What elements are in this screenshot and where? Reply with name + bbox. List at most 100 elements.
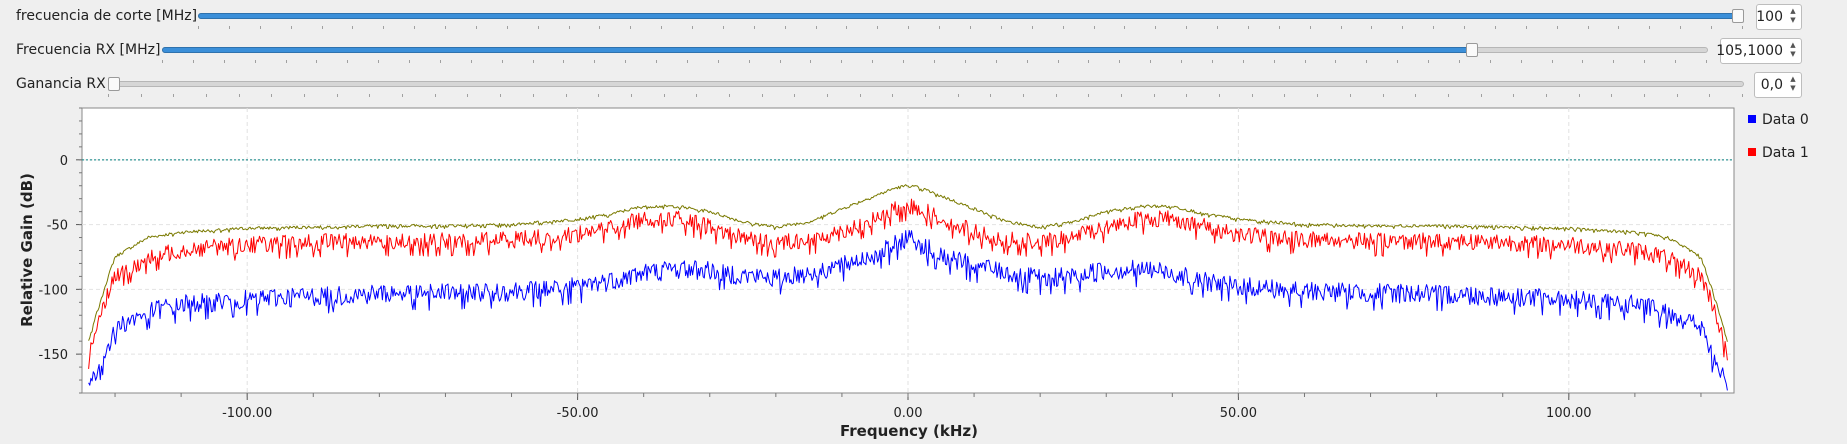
slider-tick xyxy=(1284,94,1285,97)
rx-frequency-slider[interactable] xyxy=(162,43,1708,63)
slider-tick xyxy=(877,26,878,29)
slider-tick xyxy=(1252,94,1253,97)
spin-arrows-icon[interactable]: ▲ ▼ xyxy=(1790,75,1796,92)
spin-arrows-icon[interactable]: ▲ ▼ xyxy=(1790,7,1796,24)
slider-tick xyxy=(1557,26,1558,29)
rx-frequency-spinbox[interactable]: 105,1000 ▲ ▼ xyxy=(1716,38,1802,64)
slider-tick xyxy=(316,60,317,63)
slider-tick xyxy=(476,26,477,29)
rx-gain-slider[interactable] xyxy=(108,77,1744,97)
slider-tick xyxy=(1428,60,1429,63)
slider-tick xyxy=(1481,94,1482,97)
slider-tick xyxy=(1219,94,1220,97)
slider-tick xyxy=(794,94,795,97)
slider-tick xyxy=(1217,26,1218,29)
legend-item-data-0[interactable]: Data 0 xyxy=(1748,112,1809,145)
slider-tick xyxy=(1279,26,1280,29)
slider-tick xyxy=(939,26,940,29)
slider-tick xyxy=(291,26,292,29)
slider-tick xyxy=(656,60,657,63)
slider-tick xyxy=(860,94,861,97)
slider-tick xyxy=(533,94,534,97)
legend-item-data-1[interactable]: Data 1 xyxy=(1748,145,1809,178)
slider-tick xyxy=(1186,94,1187,97)
cutoff-slider[interactable] xyxy=(198,9,1744,29)
slider-tick xyxy=(1154,94,1155,97)
control-row-rx-gain: Ganancia RX 0,0 ▲ ▼ xyxy=(0,68,1847,102)
slider-tick xyxy=(754,26,755,29)
slider-ticks xyxy=(108,92,1744,98)
cutoff-spinbox[interactable]: 100 ▲ ▼ xyxy=(1756,4,1802,30)
slider-tick xyxy=(1119,60,1120,63)
slider-tick xyxy=(692,26,693,29)
spin-arrows-icon[interactable]: ▲ ▼ xyxy=(1790,41,1796,58)
y-tick-label: -150 xyxy=(38,348,68,363)
slider-tick xyxy=(664,94,665,97)
slider-tick xyxy=(696,94,697,97)
slider-tick xyxy=(206,94,207,97)
slider-tick xyxy=(1366,60,1367,63)
slider-tick xyxy=(1579,94,1580,97)
slider-tick xyxy=(1088,94,1089,97)
slider-tick xyxy=(409,60,410,63)
slider-tick xyxy=(1350,94,1351,97)
slider-tick xyxy=(507,26,508,29)
slider-handle[interactable] xyxy=(1732,9,1744,23)
slider-tick xyxy=(1495,26,1496,29)
slider-tick xyxy=(1181,60,1182,63)
x-tick-label: -100.00 xyxy=(222,406,272,421)
legend: Data 0 Data 1 xyxy=(1748,112,1809,178)
slider-tick xyxy=(193,60,194,63)
rx-gain-value: 0,0 xyxy=(1760,77,1783,93)
slider-tick xyxy=(566,94,567,97)
slider-tick xyxy=(827,94,828,97)
slider-tick xyxy=(533,60,534,63)
slider-tick xyxy=(500,94,501,97)
cutoff-value: 100 xyxy=(1756,9,1783,25)
slider-tick xyxy=(445,26,446,29)
slider-tick xyxy=(599,26,600,29)
slider-tick xyxy=(934,60,935,63)
slider-tick xyxy=(958,94,959,97)
slider-handle[interactable] xyxy=(108,77,120,91)
slider-tick xyxy=(1397,60,1398,63)
slider-tick xyxy=(925,94,926,97)
slider-tick xyxy=(402,94,403,97)
slider-tick xyxy=(440,60,441,63)
slider-tick xyxy=(749,60,750,63)
x-tick-label: 100.00 xyxy=(1546,406,1592,421)
x-tick-label: -50.00 xyxy=(557,406,599,421)
plot-grid xyxy=(82,108,1734,393)
slider-tick xyxy=(1415,94,1416,97)
slider-tick xyxy=(892,94,893,97)
x-tick-label: 0.00 xyxy=(894,406,923,421)
slider-tick xyxy=(1056,94,1057,97)
slider-tick xyxy=(304,94,305,97)
slider-tick xyxy=(1588,26,1589,29)
slider-ticks xyxy=(198,24,1744,30)
slider-tick xyxy=(1649,26,1650,29)
slider-tick xyxy=(1186,26,1187,29)
rx-gain-spinbox[interactable]: 0,0 ▲ ▼ xyxy=(1754,72,1802,98)
slider-tick xyxy=(471,60,472,63)
slider-tick xyxy=(687,60,688,63)
slider-tick xyxy=(1644,94,1645,97)
legend-label: Data 1 xyxy=(1762,145,1809,161)
cutoff-label: frecuencia de corte [MHz] xyxy=(16,8,198,24)
slider-tick xyxy=(1058,60,1059,63)
slider-tick xyxy=(198,26,199,29)
slider-tick xyxy=(337,94,338,97)
slider-handle[interactable] xyxy=(1466,43,1478,57)
slider-tick xyxy=(322,26,323,29)
slider-tick xyxy=(347,60,348,63)
x-axis: -100.00 -50.00 0.00 50.00 100.00 xyxy=(114,393,1702,421)
slider-tick xyxy=(1675,60,1676,63)
slider-tick xyxy=(903,60,904,63)
slider-groove xyxy=(108,81,1744,87)
rx-frequency-label: Frecuencia RX [MHz] xyxy=(16,42,161,58)
slider-tick xyxy=(1305,60,1306,63)
slider-ticks xyxy=(162,58,1708,64)
y-axis-title: Relative Gain (dB) xyxy=(18,173,36,327)
slider-tick xyxy=(1121,94,1122,97)
slider-tick xyxy=(810,60,811,63)
